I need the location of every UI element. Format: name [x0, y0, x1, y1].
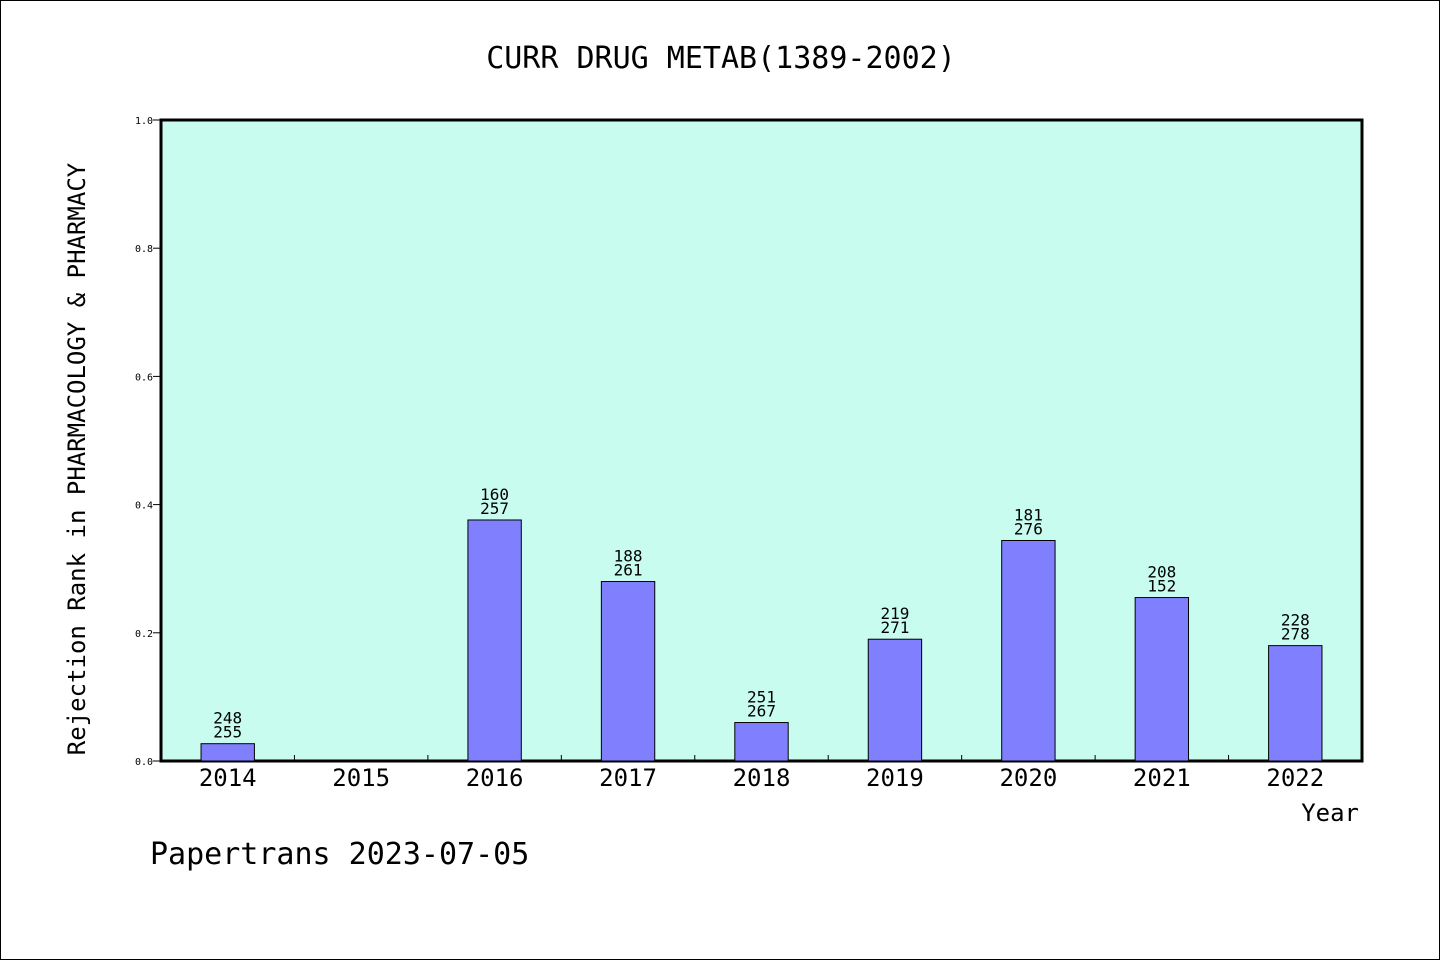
- y-tick-label: 0.6: [135, 372, 153, 383]
- data-label-bottom: 257: [480, 499, 509, 518]
- data-label-top: 160: [480, 485, 509, 504]
- bar: [1134, 597, 1190, 762]
- chart-title: CURR DRUG METAB(1389-2002): [486, 41, 956, 76]
- x-tick-label: 2019: [866, 764, 924, 792]
- data-label-top: 181: [1014, 505, 1043, 524]
- bar: [467, 519, 522, 762]
- data-label-top: 219: [880, 604, 909, 623]
- data-label-top: 228: [1281, 611, 1310, 630]
- bar: [200, 743, 255, 762]
- y-tick-label: 1.0: [135, 116, 153, 127]
- y-axis: 0.0 0.2 0.4 0.6 0.8 1.0: [135, 116, 161, 768]
- data-label-top: 251: [747, 688, 776, 707]
- x-tick-label: 2022: [1266, 764, 1324, 792]
- y-tick-label: 0.8: [135, 244, 153, 255]
- bar: [600, 581, 656, 762]
- data-label-bottom: 267: [747, 702, 776, 721]
- x-tick-label: 2016: [466, 764, 524, 792]
- data-label-bottom: 261: [614, 561, 643, 580]
- y-tick-label: 0.2: [135, 629, 153, 640]
- y-tick-label: 0.0: [135, 757, 153, 768]
- x-tick-label: 2021: [1133, 764, 1191, 792]
- x-tick-label: 2017: [599, 764, 657, 792]
- bar: [1268, 645, 1323, 762]
- data-label-bottom: 255: [213, 723, 242, 742]
- data-label-bottom: 278: [1281, 625, 1310, 644]
- y-tick-label: 0.4: [135, 501, 153, 512]
- x-tick-label: 2014: [199, 764, 257, 792]
- bar: [867, 638, 923, 762]
- data-label-bottom: 152: [1147, 577, 1176, 596]
- data-label-top: 208: [1147, 563, 1176, 582]
- data-label-bottom: 271: [880, 618, 909, 637]
- data-label-bottom: 276: [1014, 519, 1043, 538]
- x-axis: 2014 2015 2016 2017 2018 2019 2020 2021 2022: [199, 755, 1324, 792]
- data-label-top: 248: [213, 709, 242, 728]
- footer-text: Papertrans 2023-07-05: [150, 837, 529, 872]
- data-label-top: 188: [614, 547, 643, 566]
- bar-series: [200, 519, 1323, 762]
- y-axis-label: Rejection Rank in PHARMACOLOGY & PHARMAC…: [63, 162, 91, 755]
- bar: [1001, 539, 1056, 762]
- bar: [734, 722, 789, 762]
- x-tick-label: 2015: [332, 764, 390, 792]
- x-tick-label: 2018: [733, 764, 791, 792]
- x-axis-label: Year: [1301, 799, 1359, 827]
- x-tick-label: 2020: [999, 764, 1057, 792]
